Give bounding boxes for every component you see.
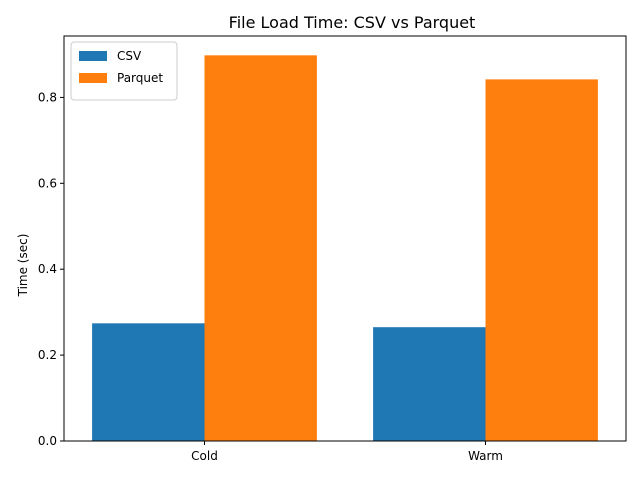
bars-group <box>92 55 598 442</box>
legend-label-csv: CSV <box>117 49 142 63</box>
legend-label-parquet: Parquet <box>117 71 163 85</box>
bar-parquet-cold <box>204 55 317 441</box>
x-tick-label: Cold <box>191 449 218 463</box>
y-tick-label: 0.0 <box>38 434 57 448</box>
chart-title: File Load Time: CSV vs Parquet <box>229 13 476 32</box>
y-tick-label: 0.6 <box>38 176 57 190</box>
x-axis-ticks: Cold Warm <box>191 441 503 463</box>
x-tick-label: Warm <box>468 449 503 463</box>
bar-csv-warm <box>373 327 486 441</box>
y-tick-label: 0.4 <box>38 262 57 276</box>
legend: CSV Parquet <box>70 41 178 101</box>
bar-csv-cold <box>92 323 205 441</box>
bar-parquet-warm <box>485 79 598 442</box>
legend-swatch-parquet <box>79 73 107 83</box>
y-axis-label: Time (sec) <box>16 234 30 298</box>
y-tick-label: 0.2 <box>38 348 57 362</box>
y-axis-ticks: 0.0 0.2 0.4 0.6 0.8 <box>38 90 64 448</box>
y-tick-label: 0.8 <box>38 90 57 104</box>
plot-frame <box>63 35 627 442</box>
legend-swatch-csv <box>79 51 107 61</box>
